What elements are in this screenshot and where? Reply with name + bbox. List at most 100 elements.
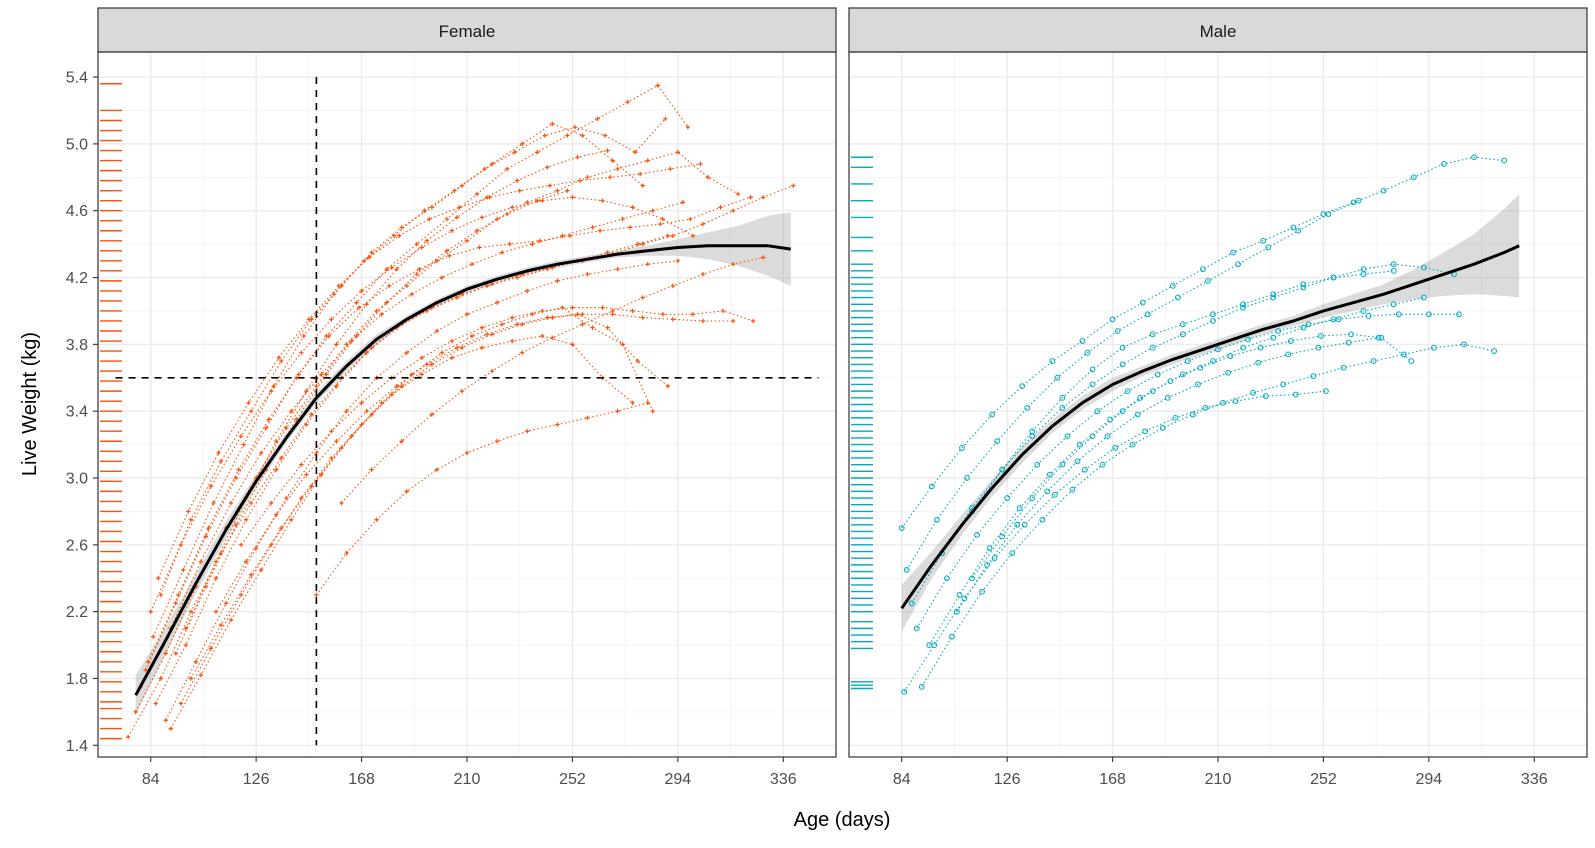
data-point-female xyxy=(349,434,354,439)
data-point-female xyxy=(374,308,379,314)
data-point-female xyxy=(449,228,455,233)
data-point-male xyxy=(1310,373,1317,379)
data-point-male xyxy=(1179,371,1186,378)
data-point-male xyxy=(969,575,975,582)
data-point-female xyxy=(424,238,430,243)
data-point-male xyxy=(1210,311,1216,318)
data-point-female xyxy=(424,362,430,367)
data-point-female xyxy=(409,292,414,297)
data-point-male xyxy=(1255,359,1262,366)
data-point-male xyxy=(1430,344,1437,351)
data-point-female xyxy=(690,312,696,317)
data-point-female xyxy=(650,408,655,414)
data-point-male xyxy=(1082,466,1088,473)
data-point-male xyxy=(926,642,933,648)
data-point-male xyxy=(1089,381,1096,388)
data-point-female xyxy=(560,233,565,238)
data-point-male xyxy=(1089,366,1096,373)
data-point-male xyxy=(1265,244,1272,251)
data-point-female xyxy=(499,250,505,255)
data-point-female xyxy=(399,225,404,230)
data-point-female xyxy=(366,255,372,260)
data-point-female xyxy=(258,567,264,573)
data-point-female xyxy=(494,300,500,305)
data-point-female xyxy=(279,525,284,531)
data-point-male xyxy=(1164,394,1171,401)
data-point-female xyxy=(334,342,339,347)
data-point-female xyxy=(572,124,578,130)
data-point-male xyxy=(1034,461,1041,468)
data-point-male xyxy=(1360,271,1367,278)
data-point-male xyxy=(1144,311,1151,318)
y-tick-label: 2.6 xyxy=(66,537,88,554)
data-point-female xyxy=(203,584,209,589)
data-point-male xyxy=(1305,321,1312,328)
data-point-male xyxy=(1049,358,1056,364)
data-point-female xyxy=(479,215,485,220)
data-point-female xyxy=(507,241,512,247)
data-point-female xyxy=(454,215,460,220)
data-point-female xyxy=(567,233,573,238)
data-point-male xyxy=(1230,249,1236,256)
data-point-male xyxy=(1300,281,1307,288)
data-point-female xyxy=(477,245,482,250)
data-point-female xyxy=(517,188,522,193)
data-point-male xyxy=(1174,294,1181,301)
data-point-male xyxy=(1069,486,1076,493)
series-line-male xyxy=(916,313,1459,629)
data-point-male xyxy=(1195,381,1201,388)
data-point-female xyxy=(590,325,595,330)
data-point-male xyxy=(1420,294,1427,301)
data-point-male xyxy=(1400,351,1407,358)
data-point-female xyxy=(580,133,585,138)
data-point-female xyxy=(645,158,650,163)
data-point-female xyxy=(429,205,435,210)
data-point-male xyxy=(1059,461,1066,468)
data-point-male xyxy=(999,533,1006,540)
data-point-male xyxy=(959,445,965,451)
series-line-male xyxy=(971,297,1424,579)
y-tick-label: 4.6 xyxy=(66,203,88,220)
data-point-female xyxy=(374,517,379,522)
data-point-female xyxy=(537,238,542,243)
data-point-male xyxy=(1074,458,1081,465)
y-tick-label: 1.8 xyxy=(66,671,88,688)
y-tick-label: 5.0 xyxy=(66,136,88,153)
x-axis-male: 84 126 168 210 252 294 336 xyxy=(893,757,1548,788)
data-point-female xyxy=(238,542,244,548)
x-tick-label: 126 xyxy=(994,771,1021,788)
data-point-female xyxy=(504,166,510,172)
data-point-female xyxy=(266,417,271,422)
data-point-female xyxy=(479,345,485,350)
data-point-female xyxy=(193,659,199,664)
data-point-female xyxy=(397,233,402,238)
data-point-female xyxy=(484,283,490,289)
data-point-female xyxy=(269,388,274,394)
data-point-female xyxy=(464,238,470,243)
data-point-male xyxy=(918,683,925,690)
data-point-female xyxy=(414,271,419,277)
x-tick-label: 84 xyxy=(142,771,160,788)
data-point-male xyxy=(1260,237,1267,244)
data-point-female xyxy=(206,525,211,531)
series-line-female xyxy=(127,185,794,738)
data-point-male xyxy=(1257,344,1264,351)
data-point-male xyxy=(943,575,950,582)
y-tick-label: 3.8 xyxy=(66,337,88,354)
data-point-female xyxy=(153,701,158,706)
data-point-female xyxy=(384,266,389,272)
data-point-male xyxy=(1287,338,1294,344)
data-point-male xyxy=(1292,391,1299,398)
data-point-female xyxy=(447,253,452,259)
data-point-male xyxy=(1079,338,1086,344)
data-point-male xyxy=(1016,505,1023,511)
x-tick-label: 210 xyxy=(1205,771,1232,788)
data-point-female xyxy=(216,450,221,456)
data-point-female xyxy=(392,233,397,238)
data-point-female xyxy=(444,216,450,222)
data-point-female xyxy=(730,318,736,324)
data-point-male xyxy=(1184,358,1191,364)
data-point-female xyxy=(610,158,615,163)
data-point-female xyxy=(211,500,216,506)
x-tick-label: 168 xyxy=(1099,771,1126,788)
